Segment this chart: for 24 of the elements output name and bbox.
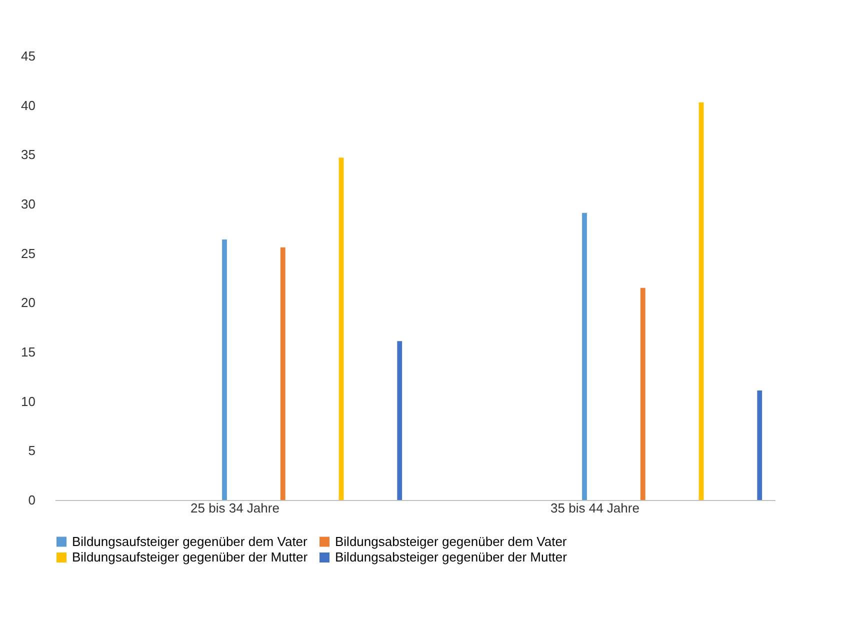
y-tick-label: 25	[21, 246, 36, 261]
bar	[582, 212, 587, 500]
bar	[338, 158, 344, 500]
y-tick-label: 5	[28, 443, 36, 458]
y-tick-label: 10	[21, 394, 36, 409]
bar	[222, 240, 227, 500]
bar	[698, 102, 704, 500]
y-tick-label: 0	[28, 492, 36, 508]
bar	[397, 341, 402, 500]
legend-label: Bildungsaufsteiger gegenüber dem Vater	[72, 534, 308, 549]
bar	[280, 247, 286, 500]
y-tick-label: 40	[21, 98, 36, 113]
y-tick-label: 30	[21, 196, 36, 212]
legend-label: Bildungsabsteiger gegenüber der Mutter	[335, 550, 568, 564]
bar	[640, 288, 646, 500]
y-tick-label: 35	[21, 147, 36, 162]
y-tick-label: 20	[21, 295, 36, 310]
legend-label: Bildungsaufsteiger gegenüber der Mutter	[72, 550, 308, 564]
bar	[757, 390, 762, 500]
legend-label: Bildungsabsteiger gegenüber dem Vater	[335, 534, 568, 549]
x-tick-label: 35 bis 44 Jahre	[550, 500, 640, 516]
y-tick-label: 45	[21, 48, 36, 64]
y-tick-label: 15	[21, 344, 36, 360]
x-tick-label: 25 bis 34 Jahre	[190, 500, 280, 516]
